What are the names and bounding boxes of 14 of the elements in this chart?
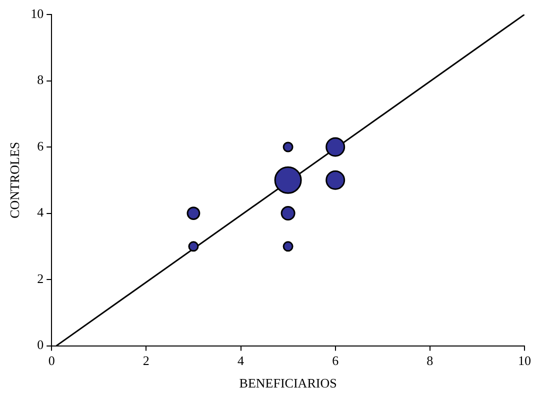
x-tick-label: 4 xyxy=(238,353,245,368)
x-tick-label: 6 xyxy=(332,353,340,368)
x-tick-label: 2 xyxy=(142,353,150,368)
x-tick-label: 10 xyxy=(518,353,531,368)
y-axis-title: CONTROLES xyxy=(7,142,22,218)
y-tick-label: 10 xyxy=(30,6,44,21)
x-tick-label: 0 xyxy=(48,353,55,368)
x-tick-label: 8 xyxy=(426,353,434,368)
y-tick-label: 2 xyxy=(37,270,44,286)
y-tick-label: 0 xyxy=(37,337,44,352)
y-tick-label: 4 xyxy=(37,204,44,220)
y-tick-label: 8 xyxy=(37,72,44,88)
y-tick-label: 6 xyxy=(37,138,44,154)
x-axis-title: BENEFICIARIOS xyxy=(239,376,337,391)
